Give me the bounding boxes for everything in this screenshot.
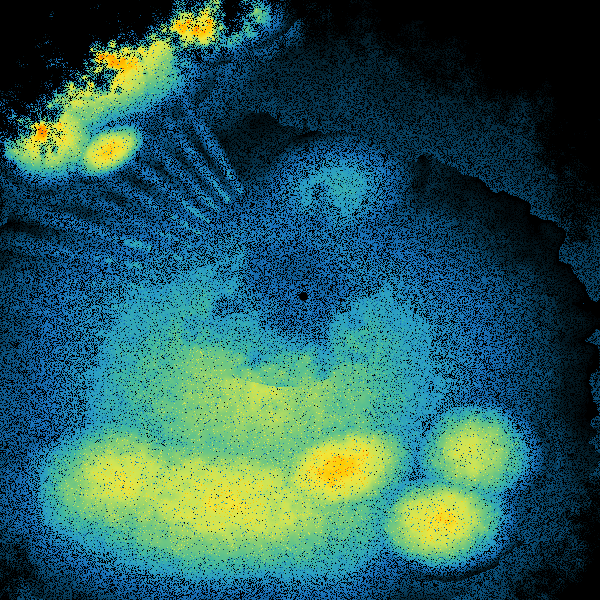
radar-reflectivity-heatmap[interactable] xyxy=(0,0,600,600)
radar-image-viewport[interactable]: Radar Reflectivity Composite dBZ No Echo… xyxy=(0,0,600,600)
